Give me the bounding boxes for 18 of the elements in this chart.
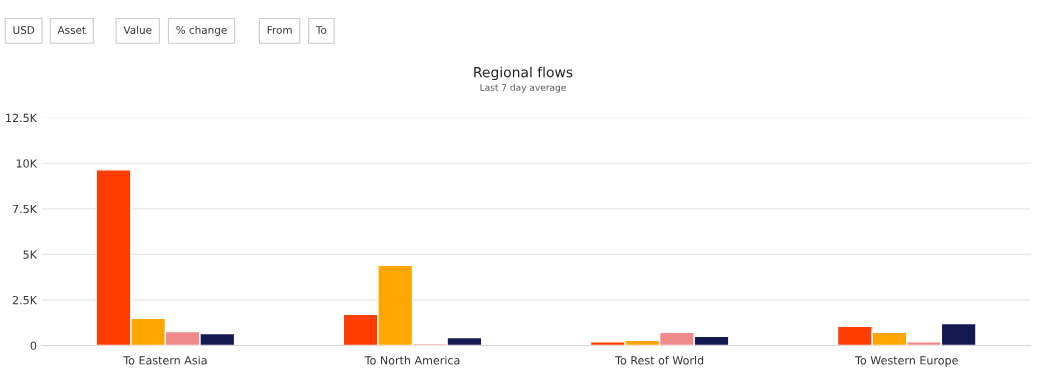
- chart-subtitle: Last 7 day average: [480, 83, 566, 93]
- y-tick-label: 12.5K: [6, 113, 38, 123]
- x-tick-label: To Rest of World: [615, 355, 704, 365]
- text: USD: [13, 26, 35, 34]
- y-tick-label: 2.5K: [12, 295, 38, 305]
- text: From: [267, 26, 292, 34]
- chart-title: Regional flows: [474, 66, 573, 81]
- x-tick-label: To North America: [364, 355, 460, 365]
- y-tick-label: 7.5K: [12, 204, 38, 214]
- text: Asset: [57, 26, 86, 34]
- y-tick-label: 10K: [16, 159, 38, 168]
- x-tick-label: To Eastern Asia: [123, 355, 207, 365]
- text: To: [315, 26, 327, 34]
- text: Value: [123, 25, 152, 34]
- text: % change: [176, 25, 227, 36]
- y-tick-label: 0: [30, 341, 37, 350]
- y-tick-label: 5K: [23, 250, 38, 259]
- x-tick-label: To Western Europe: [855, 356, 958, 367]
